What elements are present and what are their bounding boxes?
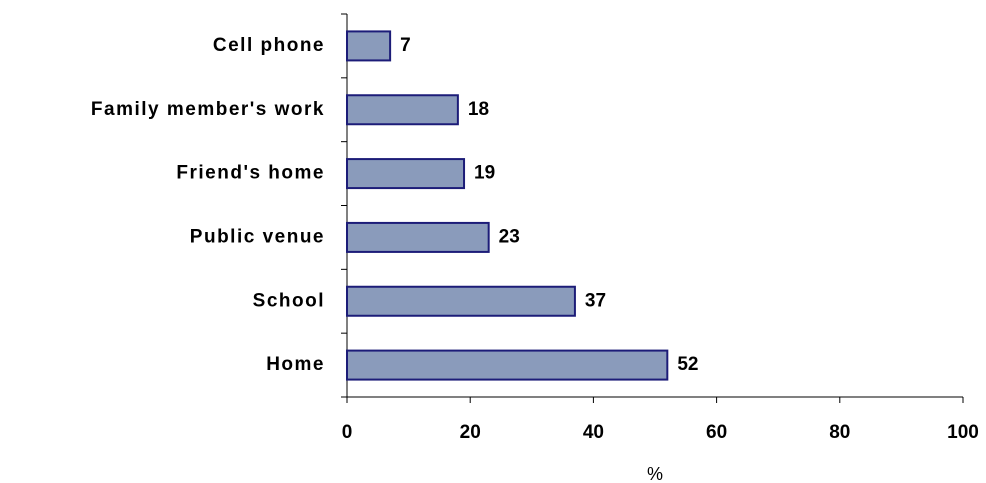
data-label: 19 (474, 163, 495, 184)
y-tick-label: Family member's work (91, 99, 325, 120)
data-label: 52 (677, 354, 698, 375)
x-tick-label: 0 (342, 422, 353, 443)
y-tick-label: Cell phone (213, 35, 325, 56)
x-tick-label: 20 (460, 422, 481, 443)
x-axis-label: % (647, 464, 663, 483)
x-tick-label: 60 (706, 422, 727, 443)
bar (346, 158, 466, 190)
data-label: 18 (468, 99, 489, 120)
bar (346, 94, 459, 126)
x-tick-label: 40 (583, 422, 604, 443)
x-tick-label: 80 (829, 422, 850, 443)
y-tick-label: Home (266, 354, 325, 375)
y-tick-label: Public venue (190, 226, 325, 247)
bar (346, 349, 669, 381)
y-tick-label: Friend's home (176, 163, 325, 184)
bar (346, 285, 576, 317)
bar (346, 221, 490, 253)
x-tick-label: 100 (947, 422, 979, 443)
data-label: 23 (499, 226, 520, 247)
bar (346, 30, 392, 62)
data-label: 37 (585, 290, 606, 311)
y-tick-label: School (253, 290, 325, 311)
data-label: 7 (400, 35, 411, 56)
